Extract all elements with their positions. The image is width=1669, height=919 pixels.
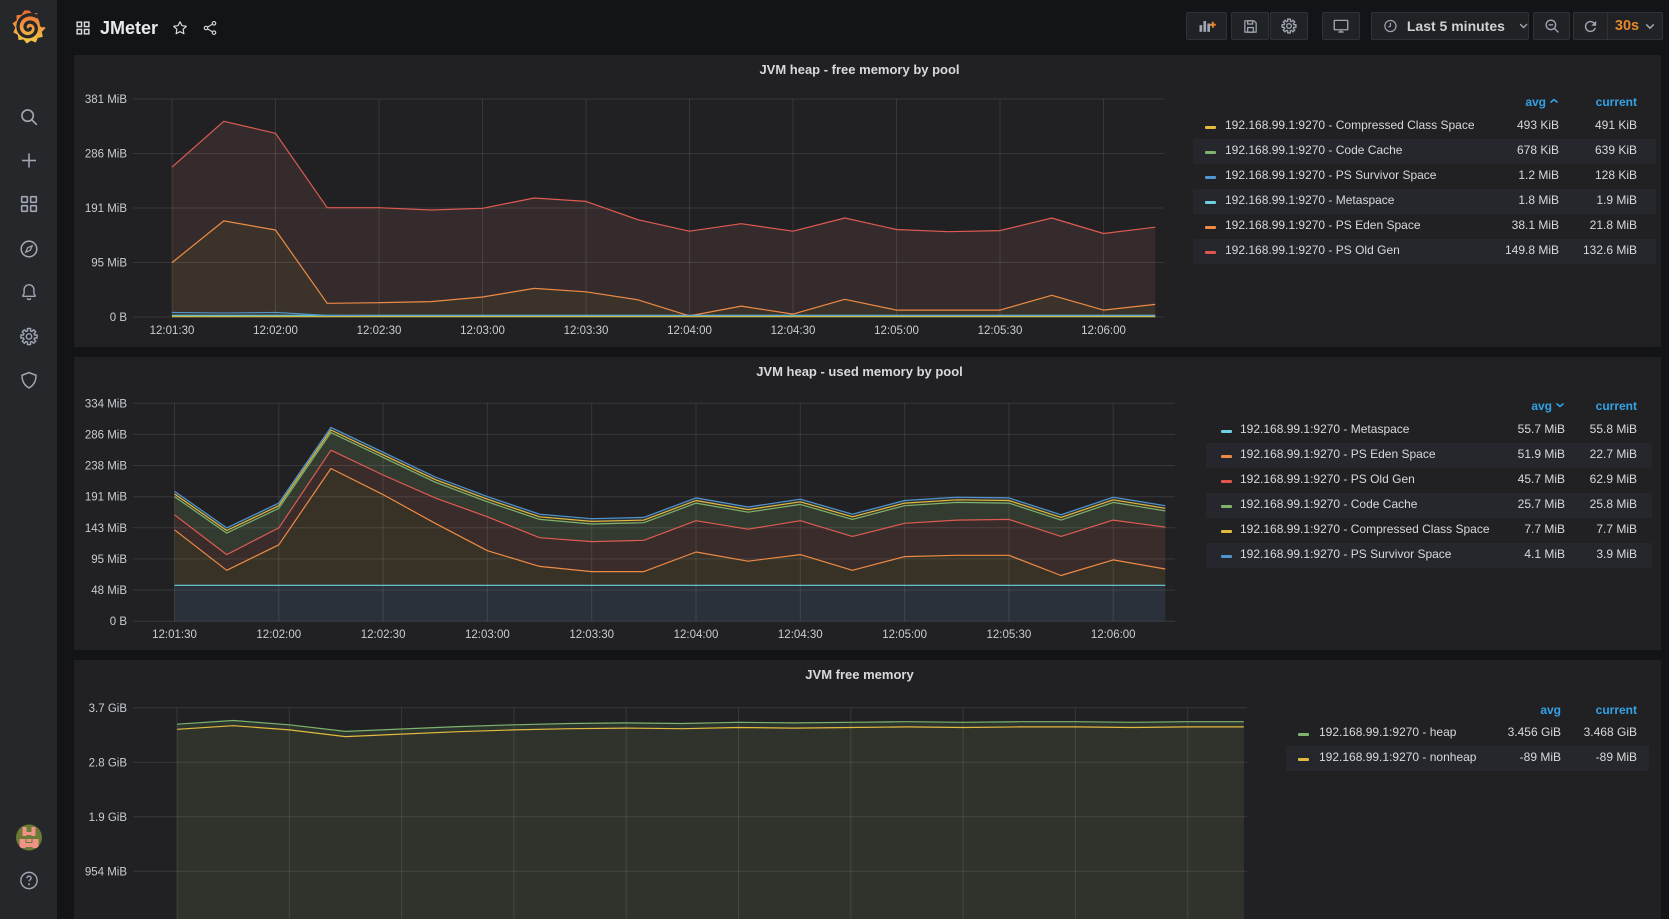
svg-text:12:01:30: 12:01:30 xyxy=(150,325,195,337)
svg-text:286 MiB: 286 MiB xyxy=(85,429,128,441)
svg-text:12:02:00: 12:02:00 xyxy=(253,325,298,337)
svg-text:12:01:30: 12:01:30 xyxy=(152,629,197,641)
svg-text:12:04:30: 12:04:30 xyxy=(778,629,823,641)
svg-text:48 MiB: 48 MiB xyxy=(91,585,127,597)
svg-text:143 MiB: 143 MiB xyxy=(85,523,128,535)
svg-text:191 MiB: 191 MiB xyxy=(85,492,128,504)
svg-text:12:03:30: 12:03:30 xyxy=(564,325,609,337)
svg-text:12:03:30: 12:03:30 xyxy=(569,629,614,641)
svg-text:95 MiB: 95 MiB xyxy=(91,258,127,270)
svg-text:12:06:00: 12:06:00 xyxy=(1081,325,1126,337)
svg-text:12:05:30: 12:05:30 xyxy=(978,325,1023,337)
svg-text:334 MiB: 334 MiB xyxy=(85,398,128,410)
svg-text:12:05:30: 12:05:30 xyxy=(987,629,1032,641)
svg-text:2.8 GiB: 2.8 GiB xyxy=(89,757,128,769)
svg-text:0 B: 0 B xyxy=(110,312,128,324)
svg-text:12:06:00: 12:06:00 xyxy=(1091,629,1136,641)
svg-text:12:05:00: 12:05:00 xyxy=(874,325,919,337)
svg-text:12:02:30: 12:02:30 xyxy=(357,325,402,337)
svg-text:381 MiB: 381 MiB xyxy=(85,94,128,106)
svg-text:1.9 GiB: 1.9 GiB xyxy=(89,812,128,824)
svg-text:3.7 GiB: 3.7 GiB xyxy=(89,703,128,715)
svg-text:12:04:30: 12:04:30 xyxy=(771,325,816,337)
svg-text:12:03:00: 12:03:00 xyxy=(465,629,510,641)
svg-text:12:05:00: 12:05:00 xyxy=(882,629,927,641)
svg-text:954 MiB: 954 MiB xyxy=(85,866,128,878)
svg-text:238 MiB: 238 MiB xyxy=(85,461,128,473)
svg-text:95 MiB: 95 MiB xyxy=(91,554,127,566)
svg-text:12:02:00: 12:02:00 xyxy=(256,629,301,641)
svg-text:12:03:00: 12:03:00 xyxy=(460,325,505,337)
svg-text:191 MiB: 191 MiB xyxy=(85,203,128,215)
svg-text:12:02:30: 12:02:30 xyxy=(361,629,406,641)
svg-text:286 MiB: 286 MiB xyxy=(85,149,128,161)
svg-text:12:04:00: 12:04:00 xyxy=(667,325,712,337)
svg-text:0 B: 0 B xyxy=(110,616,128,628)
svg-text:12:04:00: 12:04:00 xyxy=(674,629,719,641)
